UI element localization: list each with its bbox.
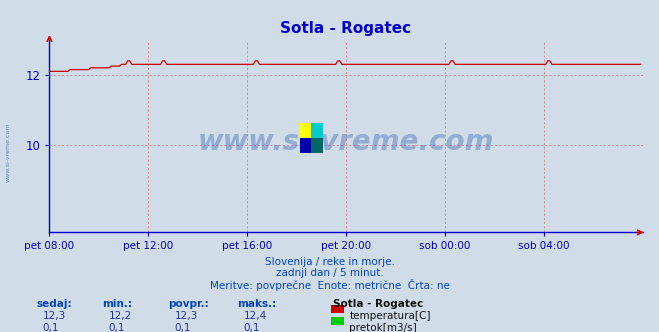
Text: 12,3: 12,3 bbox=[43, 311, 66, 321]
Text: temperatura[C]: temperatura[C] bbox=[349, 311, 431, 321]
Text: 0,1: 0,1 bbox=[43, 323, 59, 332]
Text: min.:: min.: bbox=[102, 299, 132, 309]
Text: 0,1: 0,1 bbox=[109, 323, 125, 332]
Text: Meritve: povprečne  Enote: metrične  Črta: ne: Meritve: povprečne Enote: metrične Črta:… bbox=[210, 279, 449, 290]
Text: 12,3: 12,3 bbox=[175, 311, 198, 321]
Text: sedaj:: sedaj: bbox=[36, 299, 72, 309]
Text: maks.:: maks.: bbox=[237, 299, 277, 309]
Text: 0,1: 0,1 bbox=[175, 323, 191, 332]
Text: 12,2: 12,2 bbox=[109, 311, 132, 321]
Text: zadnji dan / 5 minut.: zadnji dan / 5 minut. bbox=[275, 268, 384, 278]
Text: Sotla - Rogatec: Sotla - Rogatec bbox=[333, 299, 423, 309]
Text: 12,4: 12,4 bbox=[244, 311, 267, 321]
Text: www.si-vreme.com: www.si-vreme.com bbox=[5, 123, 11, 183]
Text: www.si-vreme.com: www.si-vreme.com bbox=[198, 128, 494, 156]
Text: 0,1: 0,1 bbox=[244, 323, 260, 332]
Title: Sotla - Rogatec: Sotla - Rogatec bbox=[281, 21, 411, 36]
Text: Slovenija / reke in morje.: Slovenija / reke in morje. bbox=[264, 257, 395, 267]
Text: pretok[m3/s]: pretok[m3/s] bbox=[349, 323, 417, 332]
Text: povpr.:: povpr.: bbox=[168, 299, 209, 309]
